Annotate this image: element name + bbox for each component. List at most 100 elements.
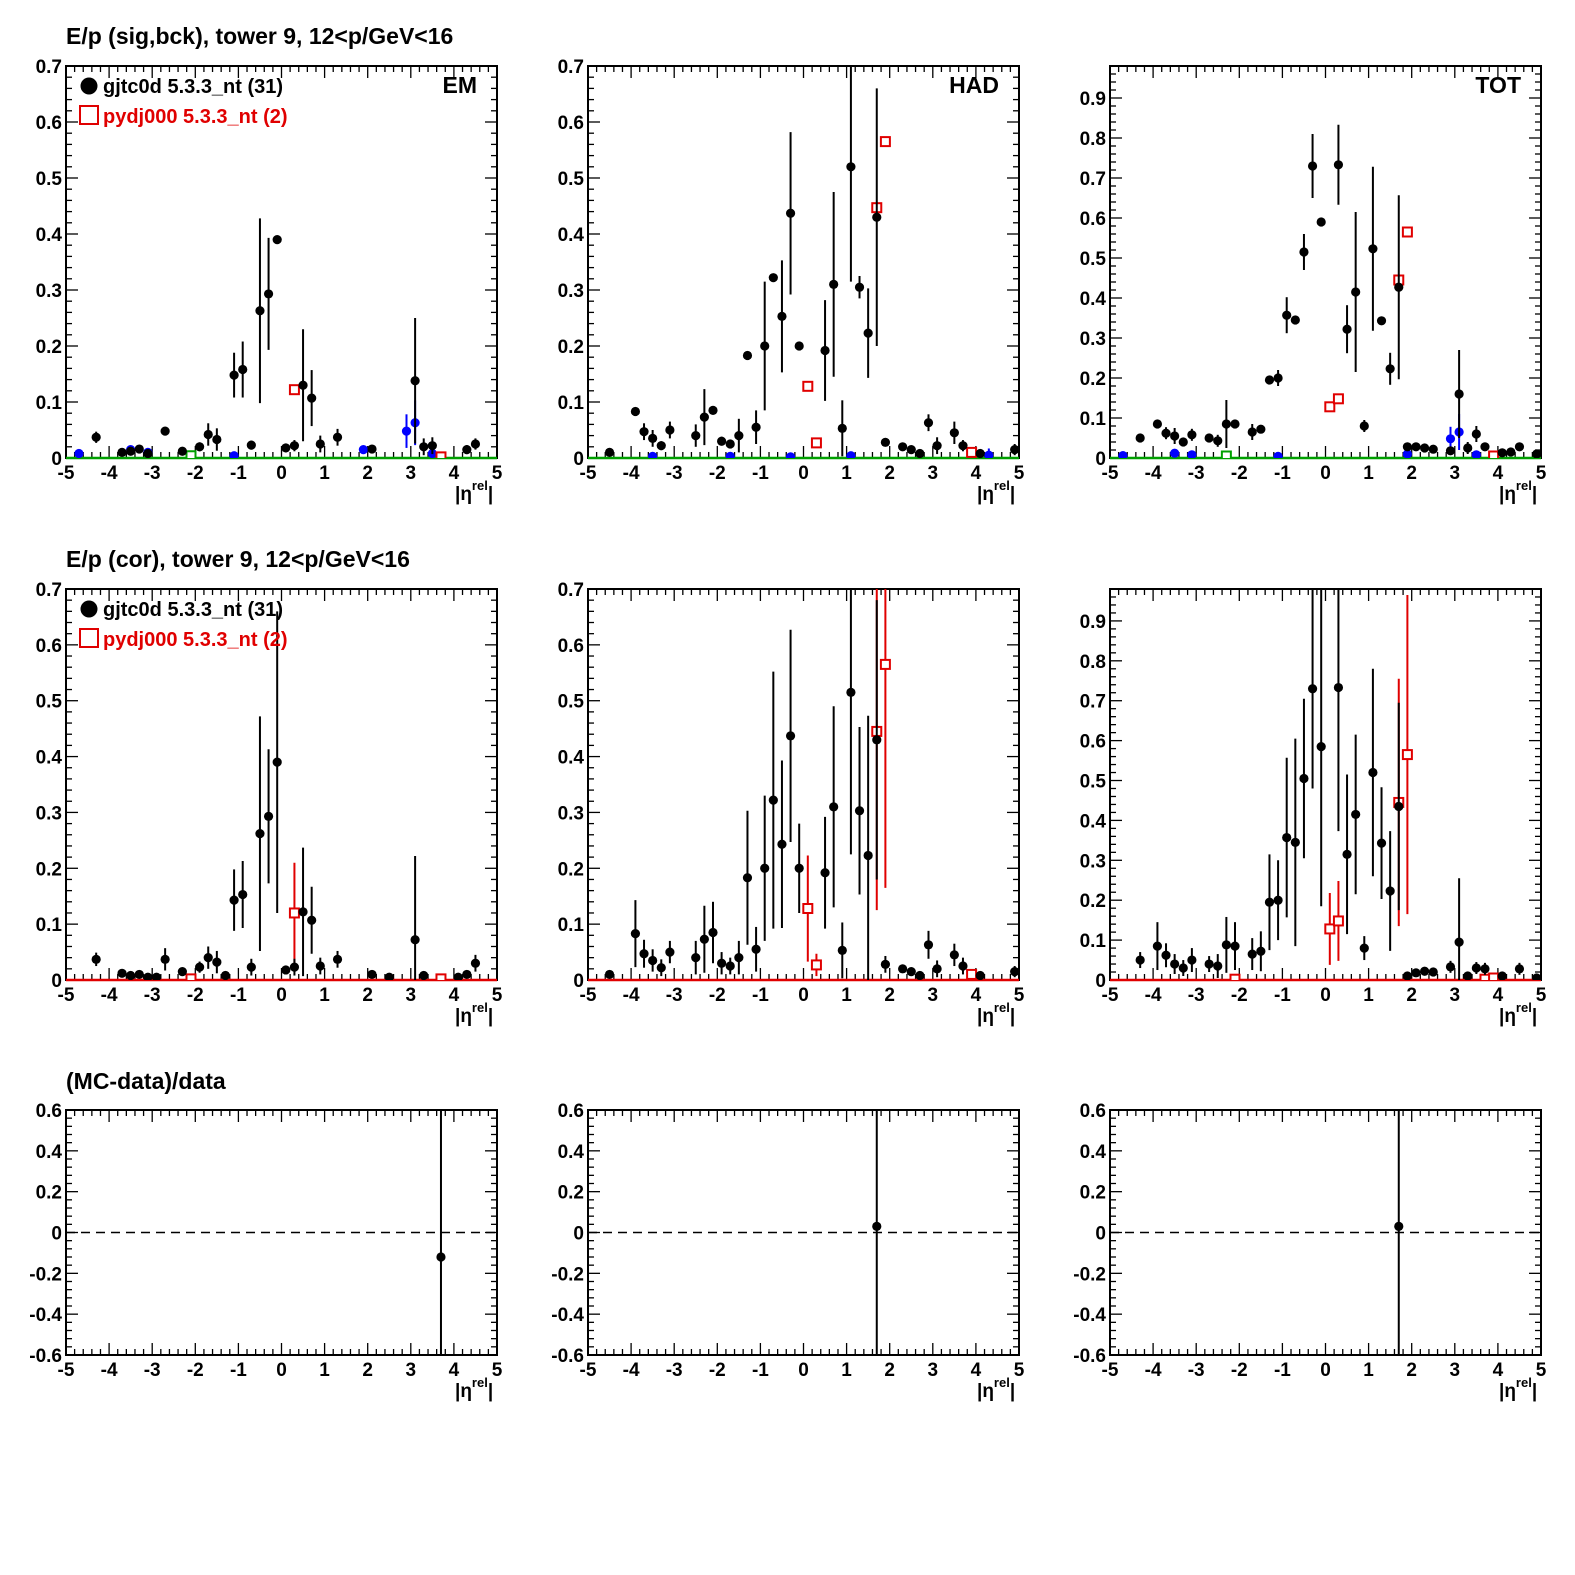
x-tick-label: 2 [884,985,895,1006]
data-point [1428,444,1438,454]
mc-point [966,968,978,980]
data-point [1230,941,1240,951]
data-point [846,687,856,697]
data-point [315,961,325,971]
y-tick-label: 0 [573,449,584,470]
x-tick-label: -4 [1145,463,1162,484]
data-point [1221,419,1231,429]
data-point [630,929,641,939]
y-tick-label: 0.6 [1080,1101,1106,1122]
data-point [1307,161,1318,171]
data-point [160,426,170,436]
data-point [1135,955,1145,965]
data-point [272,235,282,245]
x-tick-label: -5 [1102,463,1119,484]
data-point [212,957,222,967]
data-point [725,439,735,449]
data-point [880,959,890,969]
x-tick-label: -5 [1102,1360,1119,1381]
data-point [1420,443,1430,453]
y-tick-label: 0.2 [1080,1183,1106,1204]
x-tick-label: -3 [144,985,161,1006]
data-point [923,940,934,950]
data-point [1368,767,1378,778]
data-point [1342,849,1352,859]
x-tick-label: -5 [58,463,75,484]
data-point [1204,433,1214,443]
y-tick-label: 0.6 [558,1101,584,1122]
mc-point [435,451,447,458]
x-tick-label: -5 [580,985,597,1006]
x-tick-label: 1 [1363,1360,1374,1381]
data-point [1010,445,1019,455]
data-point [639,427,649,437]
data-point [1532,449,1541,458]
y-tick-label: 0.3 [558,803,584,824]
data-point [1351,809,1361,820]
x-tick-label: -4 [1145,985,1162,1006]
x-tick-label: 2 [1406,985,1417,1006]
x-tick-label: 0 [276,1360,287,1381]
y-tick-label: 0.4 [36,748,63,769]
data-point [462,445,472,455]
data-point [820,868,830,878]
x-axis-label: |ηrel| [1499,478,1537,505]
data-point [1333,160,1344,170]
chart-panel-1: -5 -4 -3 -2 -1 0 1 2 3 4 5 0 0.1 0.2 0.3 0.4 0.5 0.6 0.7 |η… [558,57,1025,505]
data-point [1480,442,1490,452]
data-point [1161,950,1171,960]
data-point [1376,316,1387,326]
data-point [470,958,481,968]
data-point [281,965,291,975]
data-point [117,968,127,978]
data-point [332,954,343,964]
data-point [906,445,916,455]
mc-point [879,658,891,670]
bkg-point [1445,434,1456,444]
bkg-point [229,451,239,458]
mc-point [1324,923,1336,935]
mc-point [185,973,197,980]
data-point [1221,940,1231,950]
data-point [263,289,274,299]
data-point [1428,967,1438,977]
y-tick-label: 0.6 [36,1101,62,1122]
data-point [134,444,144,454]
x-axis-label: |ηrel| [455,478,493,505]
data-point [298,907,308,917]
x-tick-label: -2 [1231,463,1248,484]
y-tick-label: 0.8 [1080,129,1106,150]
data-point [143,448,153,458]
mcbkg-point [185,450,197,458]
data-point [195,442,205,452]
data-point [1463,443,1473,453]
data-point [639,949,649,959]
data-point [126,970,136,980]
x-axis-label: |ηrel| [1499,1375,1537,1402]
data-point [794,341,804,351]
x-tick-label: -2 [709,985,726,1006]
data-point [734,953,744,963]
data-point [665,947,675,957]
data-point [829,802,839,812]
x-tick-label: 5 [492,463,503,484]
x-axis-label: |ηrel| [1499,1000,1537,1027]
x-tick-label: -2 [1231,1360,1248,1381]
y-tick-label: 0 [51,971,62,992]
y-tick-label: 0.2 [1080,369,1106,390]
x-tick-label: 2 [362,985,373,1006]
y-tick-label: -0.2 [551,1264,584,1285]
y-tick-label: -0.2 [1073,1264,1106,1285]
x-tick-label: 2 [362,1360,373,1381]
data-points [1135,589,1541,980]
mc-point [1332,393,1344,405]
data-point [1161,428,1171,438]
bkg-point [1170,448,1180,458]
data-point [691,953,701,963]
data-point [906,967,916,977]
data-point [212,434,222,445]
mc-point [1401,749,1413,761]
x-tick-label: -4 [623,1360,640,1381]
data-points [604,589,1019,980]
data-point [1359,421,1369,431]
